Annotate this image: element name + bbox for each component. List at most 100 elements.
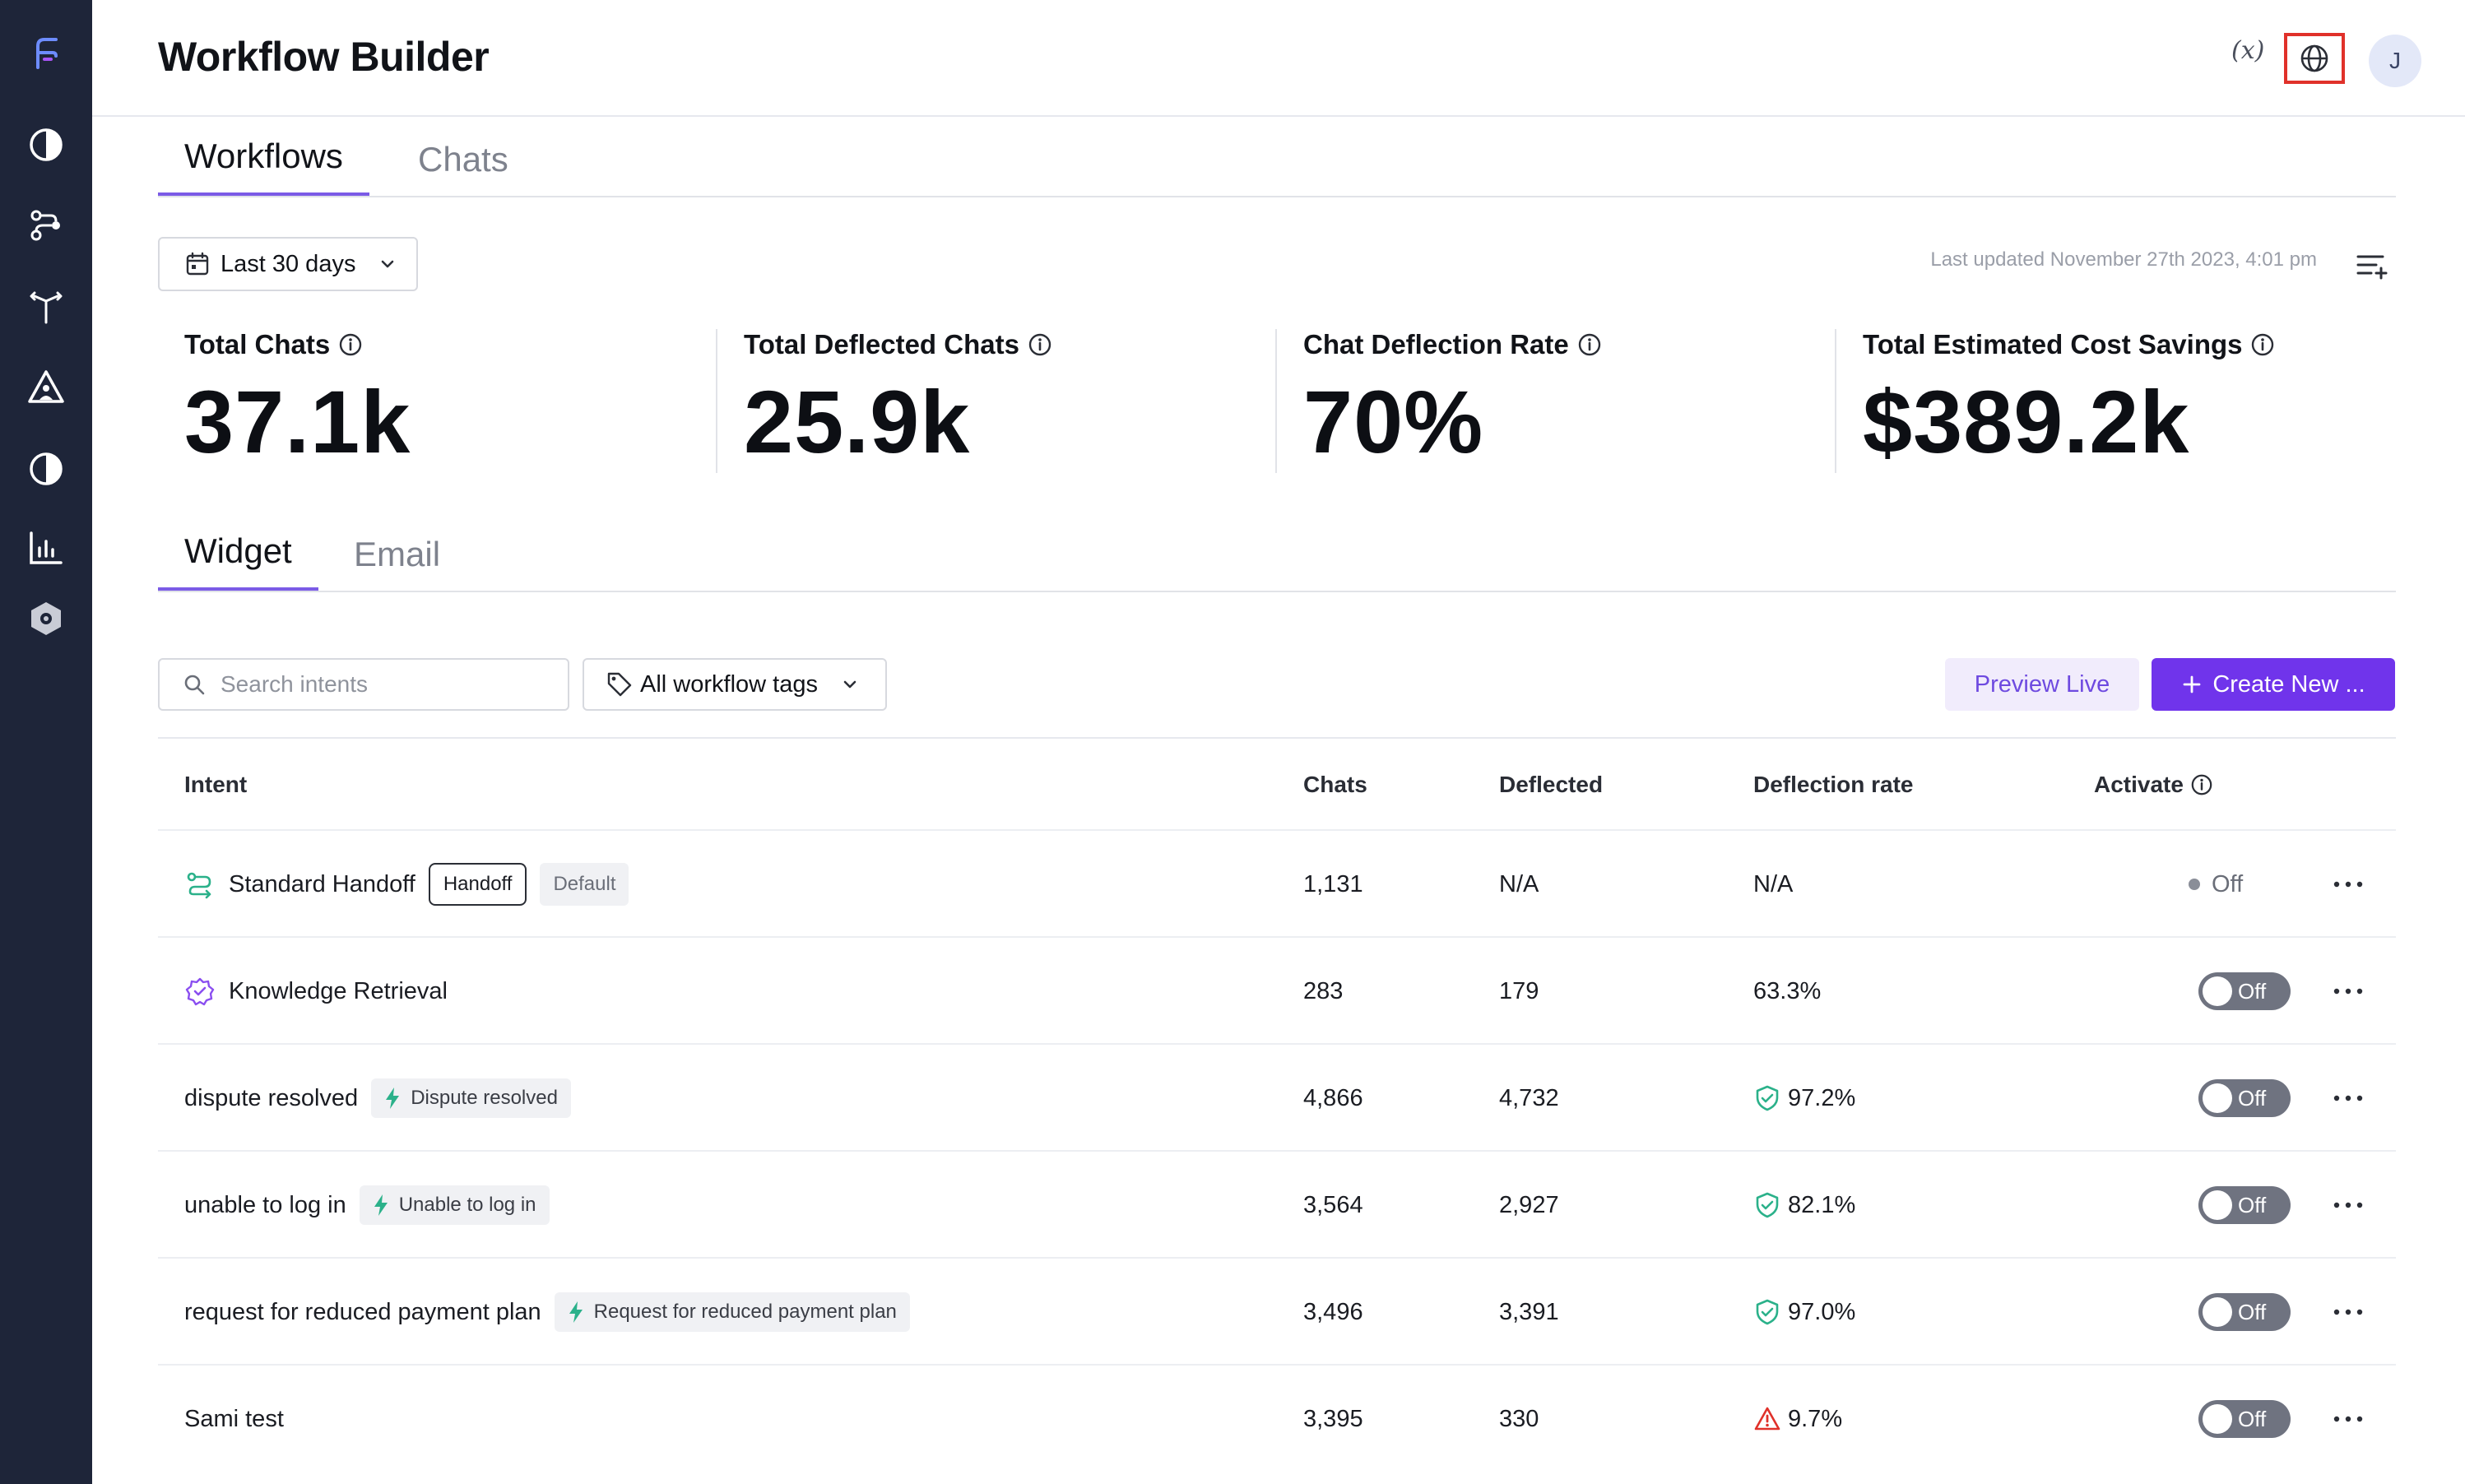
metric-total-chats: Total Chats 37.1k xyxy=(184,329,411,473)
search-input[interactable] xyxy=(221,671,533,698)
deflected-cell: 330 xyxy=(1499,1405,1539,1432)
workflow-tags-dropdown[interactable]: All workflow tags xyxy=(583,658,887,711)
more-options-button[interactable] xyxy=(2327,1291,2370,1333)
table-row[interactable]: Standard Handoff Handoff Default 1,131 N… xyxy=(158,829,2396,936)
more-options-button[interactable] xyxy=(2327,863,2370,906)
more-options-button[interactable] xyxy=(2327,1184,2370,1227)
logo-icon[interactable] xyxy=(21,30,71,79)
deflection-rate-cell: 97.0% xyxy=(1753,1259,1855,1366)
deflection-rate-cell: N/A xyxy=(1753,870,1794,897)
metric-label: Total Deflected Chats xyxy=(744,329,1019,359)
deflection-rate-value: 97.0% xyxy=(1788,1298,1856,1325)
info-icon[interactable] xyxy=(2190,773,2213,796)
half-circle-icon[interactable] xyxy=(21,444,71,494)
table-row[interactable]: unable to log in Unable to log in 3,564 … xyxy=(158,1150,2396,1257)
chats-cell: 283 xyxy=(1303,977,1344,1004)
intent-tag-label: Unable to log in xyxy=(398,1194,536,1216)
info-icon[interactable] xyxy=(1028,332,1052,357)
activate-cell: Off xyxy=(2198,1045,2291,1152)
date-range-dropdown[interactable]: Last 30 days xyxy=(158,237,418,291)
globe-button[interactable] xyxy=(2284,33,2345,84)
metric-label: Total Chats xyxy=(184,329,331,359)
person-triangle-icon[interactable] xyxy=(21,362,71,411)
activate-cell: Off xyxy=(2198,938,2291,1045)
info-icon[interactable] xyxy=(338,332,363,357)
intent-name[interactable]: Knowledge Retrieval xyxy=(229,977,448,1004)
metric-label: Chat Deflection Rate xyxy=(1303,329,1569,359)
search-icon xyxy=(184,675,205,695)
create-new-button[interactable]: Create New ... xyxy=(2152,658,2395,711)
tags-label: All workflow tags xyxy=(640,670,818,698)
deflection-rate-value: 97.2% xyxy=(1788,1084,1856,1111)
column-header-chats[interactable]: Chats xyxy=(1303,772,1367,797)
table-row[interactable]: Knowledge Retrieval 283 179 63.3% Off xyxy=(158,936,2396,1043)
globe-icon xyxy=(2300,44,2328,72)
intent-name[interactable]: unable to log in xyxy=(184,1191,346,1218)
info-icon[interactable] xyxy=(2250,332,2275,357)
intent-name[interactable]: Sami test xyxy=(184,1405,284,1432)
more-horizontal-icon xyxy=(2333,881,2363,888)
tab-widget[interactable]: Widget xyxy=(158,531,318,591)
pie-chart-icon[interactable] xyxy=(21,120,71,169)
metric-value: 25.9k xyxy=(744,372,971,471)
variables-button[interactable]: (x) xyxy=(2231,36,2265,65)
column-header-intent: Intent xyxy=(184,772,248,797)
chevron-down-icon xyxy=(382,260,394,268)
metric-divider xyxy=(1275,329,1277,473)
table-row[interactable]: Sami test 3,395 330 9.7% Off xyxy=(158,1364,2396,1471)
more-options-button[interactable] xyxy=(2327,1077,2370,1120)
more-horizontal-icon xyxy=(2333,1309,2363,1315)
intent-name[interactable]: dispute resolved xyxy=(184,1084,359,1111)
lightning-icon xyxy=(374,1194,388,1216)
preview-live-button[interactable]: Preview Live xyxy=(1945,658,2139,711)
bar-chart-icon[interactable] xyxy=(21,523,71,573)
column-header-deflection-rate[interactable]: Deflection rate xyxy=(1753,772,1914,797)
hexagon-settings-icon[interactable] xyxy=(21,594,71,643)
intent-tag: Request for reduced payment plan xyxy=(554,1292,910,1332)
main-content: Workflow Builder (x) J Workflows Chats L… xyxy=(92,0,2465,1484)
intent-name[interactable]: Standard Handoff xyxy=(229,870,415,897)
table-divider xyxy=(158,737,2396,739)
sort-button[interactable] xyxy=(2351,245,2391,285)
more-options-button[interactable] xyxy=(2327,1398,2370,1440)
intent-cell: Standard Handoff Handoff Default xyxy=(184,831,629,938)
plus-icon xyxy=(2183,675,2201,693)
page-title: Workflow Builder xyxy=(158,34,490,80)
deflected-cell: 2,927 xyxy=(1499,1191,1559,1218)
more-horizontal-icon xyxy=(2333,1202,2363,1208)
intent-tag: Dispute resolved xyxy=(371,1078,571,1118)
tab-email[interactable]: Email xyxy=(354,535,441,573)
chats-cell: 3,564 xyxy=(1303,1191,1363,1218)
deflection-rate-value: 9.7% xyxy=(1788,1405,1843,1432)
activate-toggle[interactable]: Off xyxy=(2198,1400,2291,1438)
activate-toggle[interactable]: Off xyxy=(2198,972,2291,1010)
more-horizontal-icon xyxy=(2333,988,2363,995)
row-actions xyxy=(2327,1259,2370,1366)
more-options-button[interactable] xyxy=(2327,970,2370,1013)
activate-toggle[interactable]: Off xyxy=(2198,1079,2291,1117)
column-header-activate: Activate xyxy=(2094,772,2213,798)
tab-workflows[interactable]: Workflows xyxy=(158,137,369,196)
activate-cell: Off xyxy=(2198,1152,2291,1259)
sort-list-icon xyxy=(2356,255,2388,280)
intent-name[interactable]: request for reduced payment plan xyxy=(184,1298,541,1325)
split-arrows-icon[interactable] xyxy=(21,281,71,331)
activate-toggle[interactable]: Off xyxy=(2198,1186,2291,1224)
metric-cost-savings: Total Estimated Cost Savings $389.2k xyxy=(1863,329,2275,473)
intent-cell: dispute resolved Dispute resolved xyxy=(184,1045,571,1152)
intent-cell: Knowledge Retrieval xyxy=(184,938,448,1045)
warning-triangle-icon xyxy=(1754,1407,1780,1431)
info-icon[interactable] xyxy=(1577,332,1602,357)
default-badge: Default xyxy=(540,863,629,906)
intent-cell: Sami test xyxy=(184,1366,284,1472)
deflected-cell: N/A xyxy=(1499,870,1539,897)
avatar[interactable]: J xyxy=(2369,35,2421,87)
shield-check-icon xyxy=(1756,1085,1779,1111)
table-row[interactable]: dispute resolved Dispute resolved 4,866 … xyxy=(158,1043,2396,1150)
row-actions xyxy=(2327,938,2370,1045)
workflow-nodes-icon[interactable] xyxy=(21,201,71,250)
table-row[interactable]: request for reduced payment plan Request… xyxy=(158,1257,2396,1364)
tab-chats[interactable]: Chats xyxy=(418,140,508,179)
column-header-deflected[interactable]: Deflected xyxy=(1499,772,1604,797)
activate-toggle[interactable]: Off xyxy=(2198,1293,2291,1331)
